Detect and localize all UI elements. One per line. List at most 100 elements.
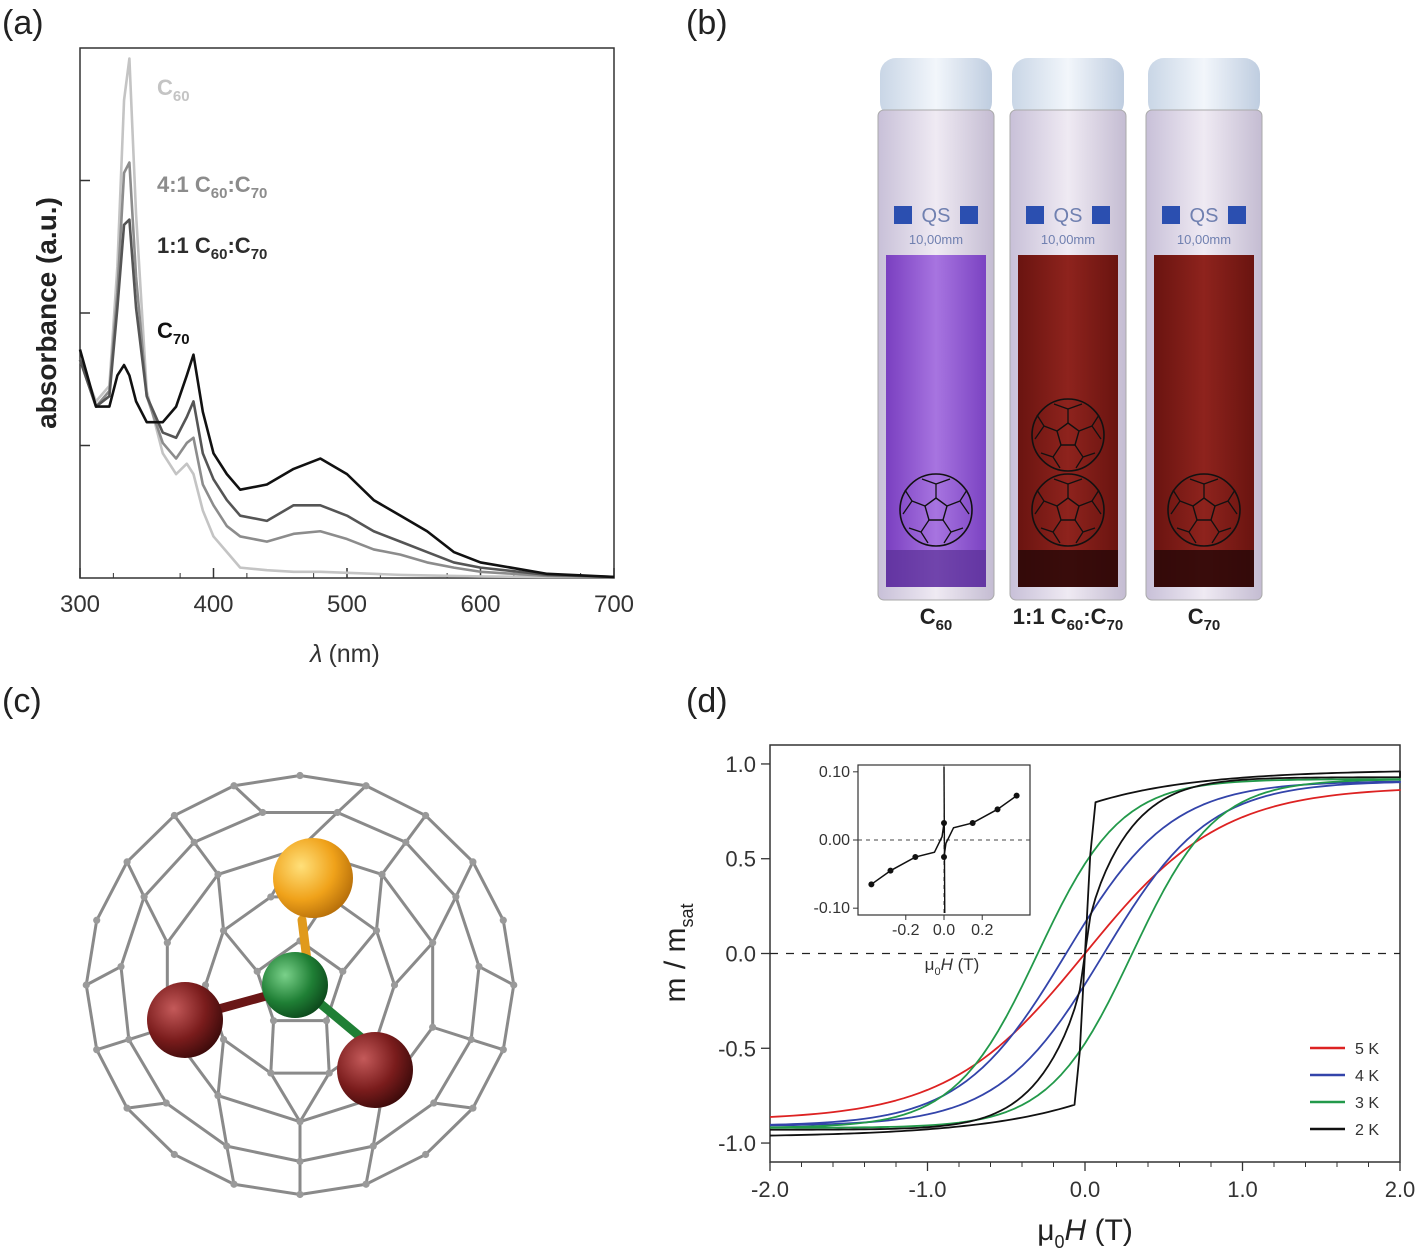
cage-bond bbox=[380, 873, 434, 944]
cage-atom bbox=[258, 808, 267, 817]
cage-atom bbox=[429, 1023, 437, 1031]
d-legend-label: 3 K bbox=[1355, 1095, 1379, 1112]
cage-bond bbox=[232, 784, 264, 814]
inset-ytick-label: 0.00 bbox=[819, 832, 850, 849]
caption-c70: C70 bbox=[1188, 604, 1221, 634]
panel-b-cuvette-photo: QS 10,00mm QS 10,00mm QS 10,00mm bbox=[877, 58, 1263, 601]
cage-atom bbox=[190, 838, 198, 846]
d-ytick-label: 1.0 bbox=[725, 752, 756, 777]
cage-bond bbox=[204, 930, 225, 986]
cage-atom bbox=[230, 1180, 238, 1188]
d-xtick-label: 1.0 bbox=[1227, 1177, 1258, 1202]
cage-atom bbox=[170, 1150, 178, 1159]
cage-atom bbox=[296, 1157, 304, 1165]
cage-bond bbox=[470, 1038, 504, 1052]
d-series-line-0 bbox=[769, 789, 1401, 1118]
inset-point bbox=[994, 806, 1001, 813]
cage-atom bbox=[214, 870, 222, 878]
cage-bond bbox=[126, 814, 176, 863]
cage-bond bbox=[433, 1101, 474, 1110]
cage-atom bbox=[219, 926, 228, 935]
cage-bond bbox=[95, 1049, 129, 1109]
cage-bond bbox=[222, 1038, 272, 1075]
cage-atom bbox=[93, 1046, 101, 1054]
d-x-axis-label: μ0H (T) bbox=[1037, 1214, 1133, 1252]
cage-atom bbox=[140, 893, 148, 901]
cuvette-c70-size: 10,00mm bbox=[1177, 232, 1231, 247]
cage-bond bbox=[84, 984, 99, 1050]
cage-bond bbox=[216, 874, 226, 931]
d-xtick-label: -2.0 bbox=[751, 1177, 789, 1202]
cage-bond bbox=[126, 1101, 167, 1110]
cage-atom bbox=[93, 916, 101, 924]
d-xtick-label: 0.0 bbox=[1070, 1177, 1101, 1202]
cage-atom bbox=[469, 858, 477, 866]
atom-gold bbox=[273, 838, 353, 918]
cage-bond bbox=[85, 965, 122, 987]
cage-bond bbox=[501, 920, 516, 986]
cage-bond bbox=[217, 1094, 301, 1124]
cage-atom bbox=[362, 1180, 370, 1188]
cage-bond bbox=[125, 861, 146, 898]
cage-bond bbox=[424, 814, 474, 863]
inset-branch bbox=[870, 822, 945, 885]
cage-bond bbox=[374, 874, 384, 931]
cage-atom bbox=[214, 1092, 222, 1100]
cage-atom bbox=[339, 967, 347, 975]
inset-point bbox=[868, 881, 875, 888]
atom-green bbox=[262, 952, 328, 1018]
cage-bond bbox=[432, 1038, 473, 1104]
panel-a-absorbance-chart: 300 400 500 600 700 absorbance (a.u.) λ (nm) … bbox=[31, 47, 634, 668]
cage-bond bbox=[324, 1020, 331, 1074]
cage-atom bbox=[369, 1142, 377, 1150]
caption-c60: C60 bbox=[920, 604, 953, 634]
cage-atom bbox=[170, 811, 178, 820]
inset-chart: -0.2 0.0 0.2 0.10 0.00 -0.10 bbox=[814, 764, 1031, 939]
cage-atom bbox=[117, 962, 125, 971]
cuvette-c60-size: 10,00mm bbox=[909, 232, 963, 247]
a-xtick-label: 700 bbox=[594, 591, 634, 618]
a-xtick-label: 400 bbox=[193, 591, 233, 618]
cage-atom bbox=[125, 1035, 133, 1044]
cage-bond bbox=[269, 1020, 276, 1074]
panel-label-a: (a) bbox=[2, 4, 44, 42]
cage-atom bbox=[372, 926, 381, 935]
atom-maroon-left bbox=[147, 982, 223, 1058]
carbon-cage bbox=[82, 771, 518, 1199]
cage-bond bbox=[365, 1153, 427, 1186]
cage-atom bbox=[267, 893, 275, 901]
d-series-line-1 bbox=[769, 780, 1401, 1127]
cage-atom bbox=[475, 962, 483, 971]
cage-atom bbox=[253, 967, 261, 975]
cage-atom bbox=[162, 1099, 170, 1107]
cage-bond bbox=[166, 873, 220, 944]
d-xtick-label: -1.0 bbox=[909, 1177, 947, 1202]
d-series-line-3 bbox=[769, 770, 1401, 1137]
d-ytick-label: 0.5 bbox=[725, 847, 756, 872]
cage-atom bbox=[467, 1035, 475, 1044]
cuvette-mixture: QS 10,00mm bbox=[1009, 58, 1127, 601]
series-line-1 bbox=[78, 161, 615, 579]
series-line-3 bbox=[78, 349, 615, 579]
panel-label-c: (c) bbox=[2, 682, 42, 720]
cage-atom bbox=[402, 838, 410, 846]
cage-bond bbox=[165, 1101, 228, 1148]
inset-branch bbox=[943, 795, 1018, 858]
cage-atom bbox=[322, 1017, 331, 1025]
cage-bond bbox=[454, 896, 481, 968]
cage-bond bbox=[336, 811, 407, 844]
inset-vertical-jump bbox=[943, 766, 946, 914]
cuvette-mix-qs: QS bbox=[1054, 205, 1083, 227]
inset-point bbox=[912, 854, 919, 861]
cage-atom bbox=[390, 981, 399, 989]
cage-bond bbox=[95, 861, 129, 921]
cage-atom bbox=[422, 811, 430, 820]
cage-atom bbox=[219, 1035, 228, 1044]
inset-xtick-label: 0.2 bbox=[971, 922, 993, 939]
cage-bond bbox=[364, 1145, 375, 1185]
atom-maroon-right bbox=[337, 1032, 413, 1108]
cage-atom bbox=[452, 893, 460, 901]
cage-bond bbox=[431, 896, 458, 944]
d-legend-label: 2 K bbox=[1355, 1122, 1379, 1139]
cage-bond bbox=[471, 861, 505, 921]
